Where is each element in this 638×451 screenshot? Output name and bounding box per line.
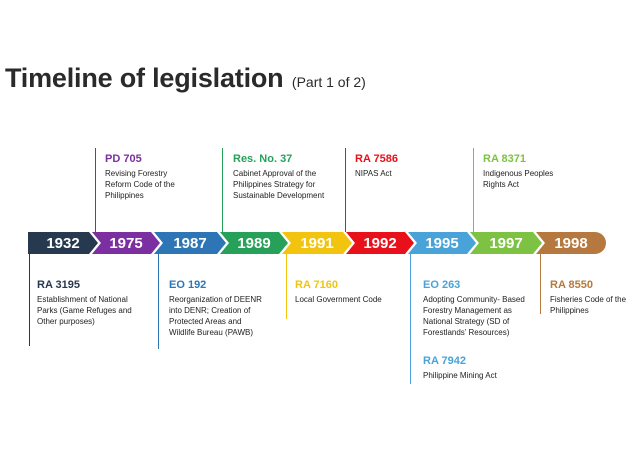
year-segment-1987: 1987: [154, 232, 226, 254]
connector-line: [222, 148, 223, 232]
event-description: Cabinet Approval of the Philippines Stra…: [233, 169, 325, 200]
year-label: 1995: [425, 234, 459, 252]
title-subtitle: (Part 1 of 2): [291, 74, 366, 90]
event-description: Establishment of National Parks (Game Re…: [37, 295, 132, 326]
event-eo263: EO 263 Adopting Community- Based Forestr…: [423, 279, 531, 338]
event-code: EO 263: [423, 279, 461, 291]
connector-line: [540, 254, 541, 314]
year-segment-1998: 1998: [536, 232, 606, 254]
year-segment-1995: 1995: [408, 232, 476, 254]
event-res37: Res. No. 37 Cabinet Approval of the Phil…: [233, 153, 325, 201]
year-segment-1989: 1989: [220, 232, 288, 254]
year-label: 1992: [363, 234, 397, 252]
event-code: RA 7586: [355, 153, 399, 165]
event-ra7586: RA 7586 NIPAS Act: [355, 153, 435, 179]
event-pd705: PD 705 Revising Forestry Reform Code of …: [105, 153, 195, 201]
connector-line: [410, 254, 411, 384]
year-segment-1992: 1992: [346, 232, 414, 254]
year-segment-1997: 1997: [470, 232, 542, 254]
event-description: Indigenous Peoples Rights Act: [483, 169, 554, 189]
connector-line: [95, 148, 96, 232]
event-description: NIPAS Act: [355, 169, 392, 178]
year-segment-1991: 1991: [282, 232, 352, 254]
event-eo192: EO 192 Reorganization of DEENR into DENR…: [169, 279, 265, 338]
event-ra3195: RA 3195 Establishment of National Parks …: [37, 279, 145, 327]
event-code: RA 7160: [295, 279, 339, 291]
year-label: 1987: [173, 234, 207, 252]
event-code: RA 8550: [550, 279, 594, 291]
year-label: 1991: [300, 234, 334, 252]
event-code: RA 3195: [37, 279, 81, 291]
year-segment-1932: 1932: [28, 232, 98, 254]
event-description: Adopting Community- Based Forestry Manag…: [423, 295, 525, 337]
year-label: 1989: [237, 234, 271, 252]
event-code: RA 8371: [483, 153, 527, 165]
event-description: Philippine Mining Act: [423, 371, 497, 380]
year-label: 1997: [489, 234, 523, 252]
event-description: Fisheries Code of the Philippines: [550, 295, 627, 315]
event-ra8550: RA 8550 Fisheries Code of the Philippine…: [550, 279, 634, 316]
year-label: 1932: [46, 234, 80, 252]
connector-line: [29, 254, 30, 346]
connector-line: [286, 254, 287, 319]
connector-line: [345, 148, 346, 232]
title-main: Timeline of legislation: [5, 63, 284, 93]
year-label: 1998: [554, 234, 588, 252]
event-code: EO 192: [169, 279, 207, 291]
event-code: PD 705: [105, 153, 142, 165]
event-ra7942: RA 7942 Philippine Mining Act: [423, 355, 533, 381]
connector-line: [158, 254, 159, 349]
event-ra7160: RA 7160 Local Government Code: [295, 279, 385, 305]
event-description: Local Government Code: [295, 295, 382, 304]
event-ra8371: RA 8371 Indigenous Peoples Rights Act: [483, 153, 573, 190]
event-description: Revising Forestry Reform Code of the Phi…: [105, 169, 175, 200]
connector-line: [473, 148, 474, 232]
event-code: Res. No. 37: [233, 153, 293, 165]
year-label: 1975: [109, 234, 143, 252]
event-code: RA 7942: [423, 355, 467, 367]
page-title: Timeline of legislation (Part 1 of 2): [5, 63, 366, 94]
year-segment-1975: 1975: [92, 232, 160, 254]
event-description: Reorganization of DEENR into DENR; Creat…: [169, 295, 262, 337]
